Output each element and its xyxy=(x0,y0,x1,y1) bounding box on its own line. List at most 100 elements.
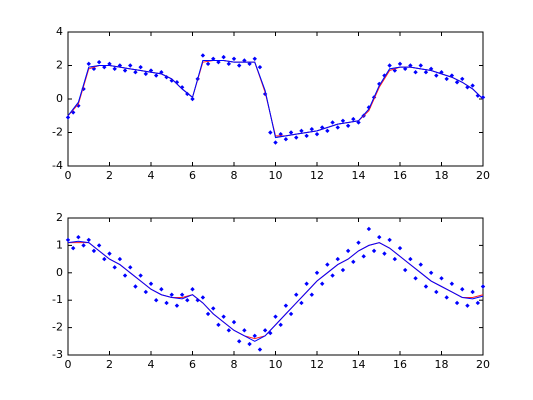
point xyxy=(133,284,138,289)
y-tick-label: 1 xyxy=(56,238,63,251)
point xyxy=(408,63,413,68)
point xyxy=(143,71,149,77)
point xyxy=(252,333,257,339)
point xyxy=(159,287,164,292)
point xyxy=(128,265,133,270)
point xyxy=(143,289,149,295)
point xyxy=(283,137,289,142)
point xyxy=(345,123,351,128)
point xyxy=(299,128,304,134)
point xyxy=(340,118,346,123)
point xyxy=(221,54,226,60)
point xyxy=(86,61,91,67)
point xyxy=(96,243,102,248)
point xyxy=(434,289,439,295)
point xyxy=(449,281,455,286)
point xyxy=(86,237,91,243)
point xyxy=(91,248,97,254)
point xyxy=(345,248,351,254)
point xyxy=(351,116,356,122)
point xyxy=(402,66,408,72)
point xyxy=(226,328,232,333)
point xyxy=(465,85,470,90)
point xyxy=(470,289,475,295)
x-tick-label: 20 xyxy=(476,169,490,182)
point xyxy=(76,234,81,240)
point xyxy=(418,262,423,267)
x-tick-label: 14 xyxy=(352,169,366,182)
point xyxy=(480,95,486,100)
point xyxy=(236,63,242,68)
point xyxy=(335,125,340,130)
point xyxy=(392,68,398,73)
point xyxy=(309,292,315,297)
point xyxy=(268,130,273,135)
point xyxy=(377,234,382,240)
point xyxy=(174,303,180,308)
point xyxy=(257,347,263,352)
x-tick-label: 16 xyxy=(393,358,407,371)
point xyxy=(221,314,226,319)
x-tick-label: 6 xyxy=(189,169,196,182)
x-tick-label: 18 xyxy=(435,358,449,371)
x-tick-label: 8 xyxy=(231,358,238,371)
y-tick-label: -1 xyxy=(52,293,63,306)
point xyxy=(475,93,481,98)
point xyxy=(107,251,112,256)
point xyxy=(200,295,206,300)
point xyxy=(418,63,423,68)
point xyxy=(439,276,444,281)
point xyxy=(81,243,86,248)
point xyxy=(439,70,444,75)
point xyxy=(96,59,102,65)
point xyxy=(392,256,398,262)
point xyxy=(231,319,237,325)
point xyxy=(371,248,377,254)
point xyxy=(428,270,434,275)
point xyxy=(102,256,107,262)
point xyxy=(356,240,361,245)
point xyxy=(475,300,481,306)
point xyxy=(465,303,470,308)
point xyxy=(325,262,330,267)
x-tick-label: 16 xyxy=(393,169,407,182)
point xyxy=(148,281,154,286)
y-tick-label: 0 xyxy=(56,92,63,105)
point xyxy=(314,131,320,137)
point xyxy=(216,59,221,65)
point xyxy=(423,70,429,75)
point xyxy=(335,256,340,262)
point xyxy=(294,135,299,140)
point xyxy=(299,300,304,306)
x-tick-label: 2 xyxy=(106,358,113,371)
point xyxy=(169,292,174,297)
point xyxy=(413,276,418,281)
point xyxy=(397,245,403,251)
point xyxy=(325,128,330,134)
point xyxy=(70,245,76,251)
point xyxy=(330,273,335,278)
x-tick-label: 12 xyxy=(310,358,324,371)
point xyxy=(200,53,206,58)
point xyxy=(283,303,289,308)
point xyxy=(102,64,107,70)
point xyxy=(117,256,123,262)
point xyxy=(397,61,403,67)
x-tick-label: 8 xyxy=(231,169,238,182)
point xyxy=(340,267,346,273)
point xyxy=(138,273,143,278)
point xyxy=(314,270,320,275)
point xyxy=(351,259,356,265)
point xyxy=(153,298,159,303)
point xyxy=(252,56,257,61)
point xyxy=(273,314,278,319)
point xyxy=(148,68,154,73)
x-tick-label: 12 xyxy=(310,169,324,182)
point xyxy=(112,265,117,270)
point xyxy=(434,73,439,78)
point xyxy=(366,226,372,232)
x-tick-label: 20 xyxy=(476,358,490,371)
point xyxy=(169,78,174,83)
point xyxy=(304,133,309,139)
point xyxy=(107,61,112,67)
